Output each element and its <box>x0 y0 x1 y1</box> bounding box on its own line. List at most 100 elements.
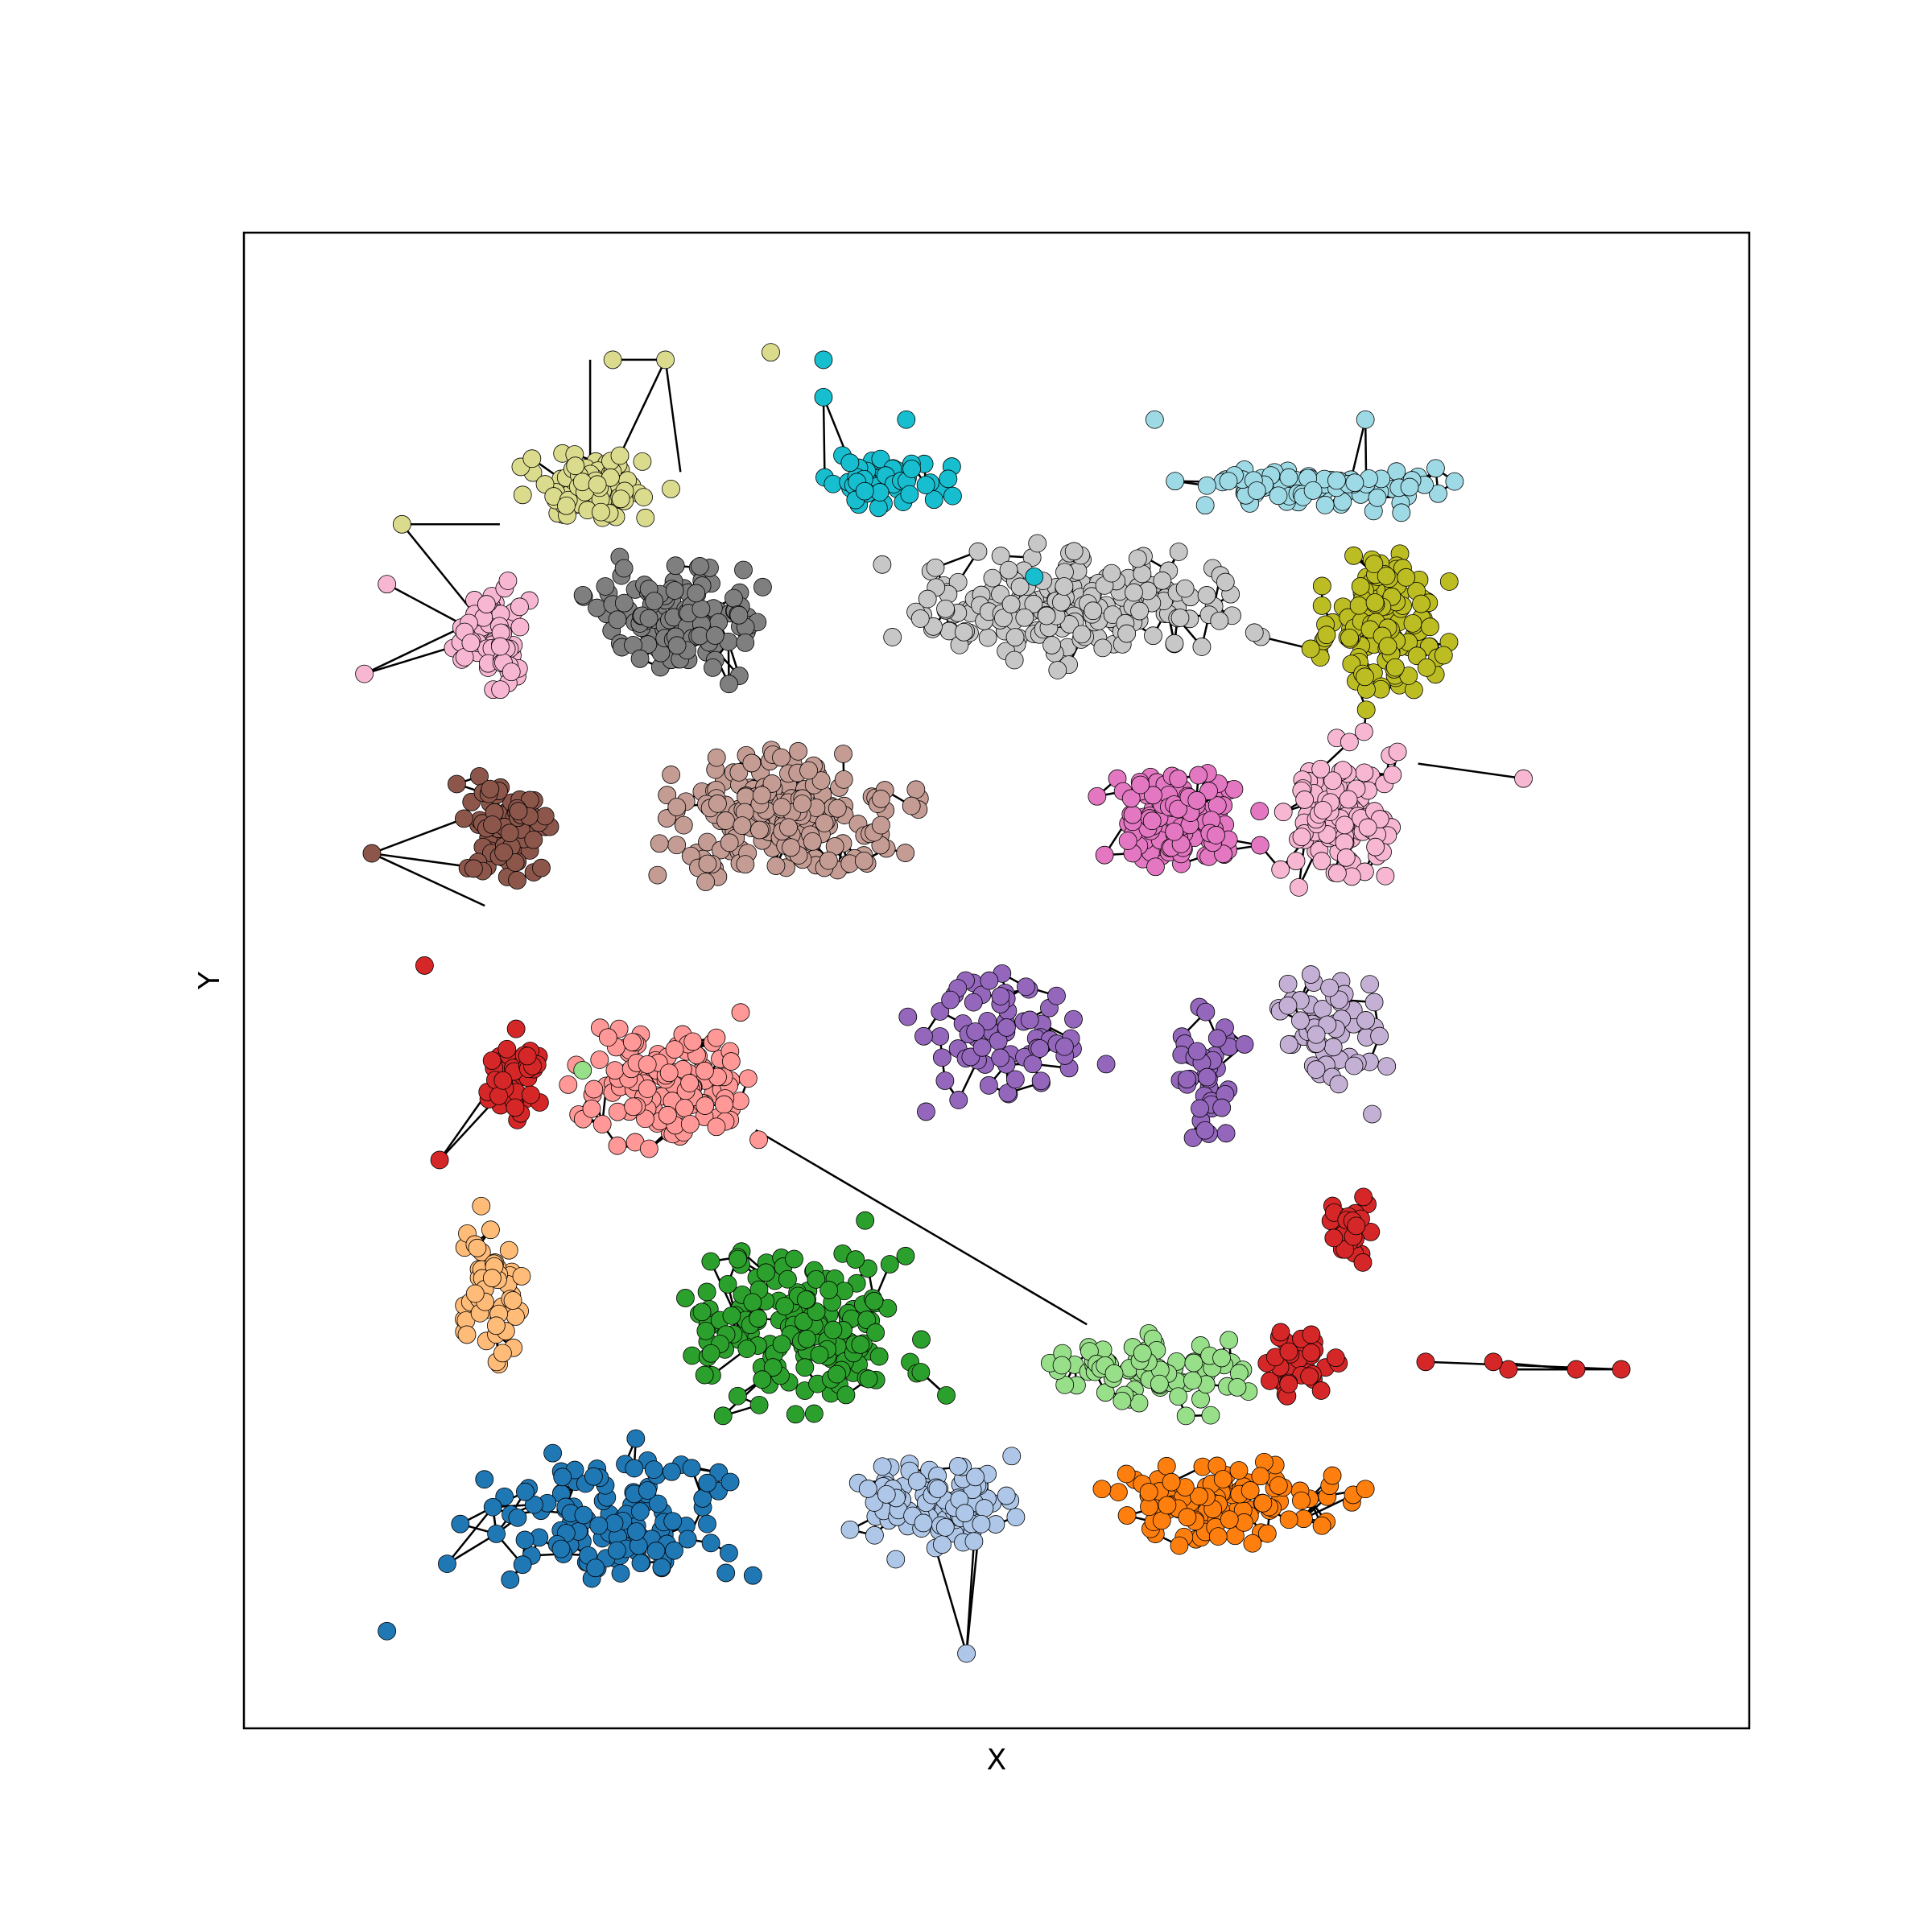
graph-node <box>942 991 960 1009</box>
graph-node <box>720 834 738 852</box>
graph-node <box>780 819 798 836</box>
graph-node <box>938 1386 956 1404</box>
graph-node <box>558 497 576 514</box>
graph-node <box>501 824 518 842</box>
graph-node <box>867 1323 885 1341</box>
graph-node <box>972 1515 990 1533</box>
y-axis-label: Y <box>193 971 226 990</box>
graph-node <box>504 1292 522 1310</box>
graph-node <box>1032 1072 1050 1090</box>
graph-node <box>699 1515 716 1533</box>
graph-node <box>927 559 944 576</box>
graph-node <box>811 1346 828 1364</box>
graph-node <box>860 1370 877 1388</box>
graph-node <box>936 1072 954 1090</box>
graph-node <box>733 817 751 835</box>
graph-node <box>955 623 972 641</box>
graph-node <box>1426 460 1444 477</box>
graph-node <box>699 855 716 873</box>
graph-node <box>1340 791 1357 808</box>
graph-node <box>1318 626 1335 644</box>
graph-node <box>1280 1035 1298 1053</box>
graph-node <box>1417 1353 1435 1371</box>
graph-node <box>837 1386 855 1404</box>
graph-node <box>664 1513 682 1530</box>
graph-node <box>1397 568 1415 586</box>
graph-node <box>869 499 887 517</box>
graph-node <box>1292 1492 1310 1509</box>
graph-node <box>1280 1511 1298 1529</box>
graph-node <box>1118 1507 1136 1525</box>
graph-node <box>667 557 684 575</box>
graph-node <box>509 1509 526 1526</box>
graph-node <box>965 1533 983 1550</box>
graph-node <box>950 1091 968 1108</box>
graph-node <box>1216 573 1234 591</box>
graph-node <box>857 1212 874 1229</box>
graph-node <box>917 476 935 493</box>
graph-node <box>631 650 649 667</box>
graph-node <box>782 839 800 857</box>
graph-node <box>717 811 735 829</box>
graph-node <box>852 1335 869 1353</box>
graph-node <box>584 1468 602 1485</box>
graph-node <box>1171 609 1189 627</box>
graph-node <box>753 1371 771 1389</box>
graph-node <box>1241 1481 1259 1499</box>
graph-node <box>1220 1511 1238 1529</box>
graph-node <box>1364 1105 1381 1123</box>
graph-node <box>997 1487 1015 1505</box>
graph-node <box>1146 858 1164 876</box>
graph-node <box>973 1038 991 1056</box>
graph-node <box>559 1075 577 1093</box>
graph-node <box>640 609 658 627</box>
graph-node <box>1244 1534 1261 1552</box>
graph-node <box>899 1008 917 1026</box>
graph-node <box>1213 1349 1231 1367</box>
graph-node <box>1352 577 1369 595</box>
graph-node <box>605 1514 623 1532</box>
graph-node <box>1236 1035 1253 1053</box>
graph-node <box>796 1359 814 1377</box>
graph-node <box>1188 791 1206 809</box>
graph-node <box>510 598 528 616</box>
graph-node <box>1316 496 1334 514</box>
graph-node <box>588 476 606 493</box>
graph-node <box>1183 1372 1201 1389</box>
graph-node <box>523 450 541 468</box>
graph-node <box>723 1307 741 1324</box>
graph-node <box>702 1253 720 1270</box>
graph-node <box>992 1049 1009 1067</box>
graph-node <box>884 628 902 646</box>
graph-node <box>992 987 1009 1005</box>
graph-node <box>590 1517 608 1534</box>
graph-node <box>625 1098 642 1116</box>
graph-node <box>585 1080 603 1098</box>
graph-node <box>378 576 396 593</box>
graph-node <box>1302 966 1319 984</box>
graph-node <box>649 866 667 884</box>
graph-node <box>1117 1465 1135 1483</box>
graph-node <box>936 1518 954 1536</box>
graph-node <box>1345 1057 1363 1075</box>
graph-node <box>638 1080 656 1097</box>
graph-node <box>487 1317 505 1335</box>
graph-node <box>1177 1407 1195 1425</box>
graph-node <box>1389 743 1406 761</box>
graph-node <box>1144 627 1162 645</box>
graph-node <box>1272 861 1290 878</box>
graph-node <box>1202 1406 1220 1424</box>
graph-node <box>1337 848 1355 866</box>
graph-node <box>887 1550 905 1568</box>
graph-node <box>793 795 811 813</box>
graph-node <box>1368 489 1386 506</box>
graph-node <box>1348 1217 1365 1235</box>
graph-node <box>872 790 890 807</box>
graph-node <box>627 1430 645 1447</box>
graph-node <box>743 754 761 772</box>
graph-node <box>1211 612 1228 630</box>
graph-node <box>943 487 961 505</box>
graph-node <box>1313 597 1331 614</box>
graph-node <box>696 1097 714 1115</box>
graph-node <box>1146 411 1163 428</box>
